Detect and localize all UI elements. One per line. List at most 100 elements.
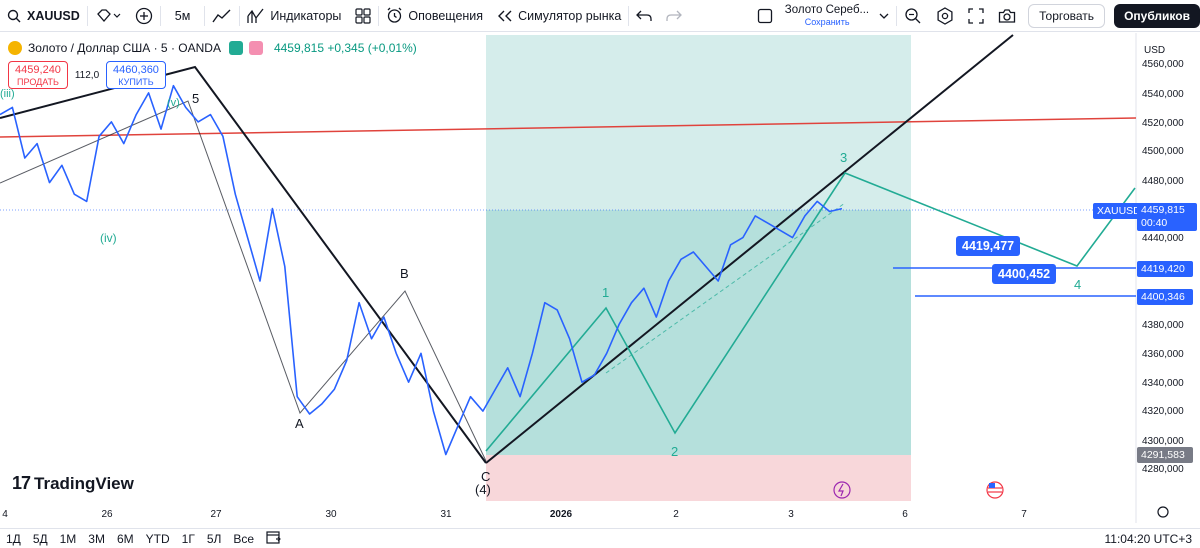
y-tick-label: 4360,000	[1142, 349, 1184, 360]
range-button[interactable]: 1Д	[6, 531, 21, 546]
stop-price-tag[interactable]: 4291,583	[1137, 447, 1193, 463]
impulse-line[interactable]	[0, 65, 487, 464]
tv-logo-icon: 17	[12, 473, 31, 493]
replay-button[interactable]: Симулятор рынка	[490, 0, 628, 32]
layouts-button[interactable]	[348, 0, 378, 32]
range-button[interactable]: 1Г	[181, 531, 195, 546]
undo-button[interactable]	[629, 0, 659, 32]
target-price-tag-2[interactable]: 4400,346	[1137, 289, 1193, 305]
current-price-tag[interactable]: 4459,815 00:40	[1137, 203, 1197, 231]
x-tick-label: 3	[788, 509, 794, 520]
redo-button[interactable]	[659, 0, 689, 32]
legend-title: Золото / Доллар США · 5 · OANDA	[28, 41, 221, 55]
indicator-pink-icon[interactable]	[248, 41, 263, 55]
range-buttons: 1Д 5Д 1М 3М 6М YTD 1Г 5Л Все	[0, 532, 260, 546]
layout-menu[interactable]: Золото Сереб... Сохранить	[750, 0, 896, 32]
bottom-toolbar: 1Д 5Д 1М 3М 6М YTD 1Г 5Л Все 11:04:20 UTC+3	[0, 528, 1200, 548]
undo-icon	[636, 10, 652, 21]
range-button[interactable]: 5Д	[32, 531, 48, 546]
chart-area[interactable]: (iii) (v) 5 (iv) A B C (4) 1 2 3 4 4560,…	[0, 33, 1200, 523]
indicator-teal-icon[interactable]	[228, 41, 243, 55]
symbol-price-tag[interactable]: XAUUSD	[1093, 203, 1145, 219]
current-price-countdown: 00:40	[1141, 217, 1168, 229]
range-button[interactable]: 1М	[59, 531, 77, 546]
alarm-clock-icon	[387, 7, 402, 23]
x-tick-label: 7	[1021, 509, 1027, 520]
loss-zone[interactable]	[486, 455, 911, 501]
indicators-button[interactable]: Индикаторы	[240, 0, 348, 32]
symbol-search[interactable]: XAUUSD	[0, 0, 87, 32]
y-tick-label: 4560,000	[1142, 59, 1184, 70]
y-tick-label: 4480,000	[1142, 176, 1184, 187]
y-tick-label: 4380,000	[1142, 320, 1184, 331]
x-tick-label: 30	[325, 509, 337, 520]
clock-time[interactable]: 11:04:20 UTC+3	[1104, 532, 1193, 546]
target-label-1[interactable]: 4419,477	[956, 236, 1021, 256]
range-button[interactable]: 6М	[116, 531, 134, 546]
x-tick-label: 26	[101, 509, 113, 520]
chart-legend: Золото / Доллар США · 5 · OANDA 4459,815…	[8, 41, 417, 55]
chart-type-button[interactable]	[205, 0, 239, 32]
plus-circle-icon	[135, 7, 152, 24]
top-toolbar: XAUUSD 5м Индикаторы Оповещения Симулято…	[0, 0, 1200, 32]
buy-button[interactable]: 4460,360 КУПИТЬ	[106, 61, 166, 89]
layout-save[interactable]: Сохранить	[804, 16, 850, 27]
range-button[interactable]: 5Л	[206, 531, 222, 546]
x-tick-label: 2	[673, 509, 679, 520]
wave-label-v: (v)	[167, 97, 180, 109]
target-label-2[interactable]: 4400,452	[992, 264, 1057, 284]
search-icon	[7, 9, 21, 22]
add-symbol-button[interactable]	[128, 0, 160, 32]
wave-count-lines[interactable]	[485, 172, 1136, 452]
price-chart[interactable]: (iii) (v) 5 (iv) A B C (4) 1 2 3 4 4560,…	[0, 33, 1200, 523]
snapshot-button[interactable]	[991, 0, 1023, 32]
trade-panel: 4459,240 ПРОДАТЬ 112,0 4460,360 КУПИТЬ	[8, 61, 166, 89]
publish-button[interactable]: Опубликов	[1114, 3, 1200, 28]
interval-button[interactable]: 5м	[174, 8, 191, 23]
wave-thin-lines[interactable]	[0, 100, 487, 462]
date-range-button[interactable]	[260, 530, 288, 547]
buy-price: 4460,360	[113, 64, 159, 76]
tradingview-logo-text: TradingView	[34, 473, 134, 493]
profit-zone[interactable]	[486, 35, 911, 455]
x-axis-labels[interactable]: 4 26 27 30 31 2026 2 3 6 7	[2, 509, 1027, 520]
range-button[interactable]: Все	[233, 531, 255, 546]
y-tick-label: 4500,000	[1142, 146, 1184, 157]
wave-label-b: B	[400, 266, 409, 281]
range-button[interactable]: 3М	[88, 531, 105, 546]
resistance-line[interactable]	[0, 117, 1137, 138]
grid-icon	[355, 7, 372, 24]
wave-label-2: 2	[671, 444, 678, 459]
fullscreen-button[interactable]	[961, 0, 991, 32]
tradingview-logo[interactable]: 17 TradingView	[12, 473, 134, 494]
x-tick-label: 2026	[550, 509, 573, 520]
favorites-button[interactable]	[88, 0, 128, 32]
y-tick-label: 4520,000	[1142, 118, 1184, 129]
camera-icon	[998, 8, 1016, 23]
price-series[interactable]	[0, 84, 843, 456]
x-tick-label: 27	[210, 509, 222, 520]
x-tick-label: 6	[902, 509, 908, 520]
sell-button[interactable]: 4459,240 ПРОДАТЬ	[8, 61, 68, 89]
current-price-value: 4459,815	[1141, 204, 1185, 216]
y-tick-label: 4300,000	[1142, 436, 1184, 447]
lightning-icon[interactable]	[833, 481, 851, 499]
calendar-icon	[266, 531, 281, 544]
y-tick-label: 4540,000	[1142, 89, 1184, 100]
quick-search-button[interactable]	[897, 0, 929, 32]
trade-button[interactable]: Торговать	[1028, 3, 1106, 28]
chevron-down-icon	[879, 13, 889, 19]
settings-button[interactable]	[929, 0, 961, 32]
gear-icon	[937, 6, 953, 25]
search-settings-icon	[905, 7, 921, 23]
divider	[204, 5, 206, 26]
alerts-button[interactable]: Оповещения	[379, 0, 490, 32]
currency-label[interactable]: USD	[1144, 45, 1165, 56]
layout-title-block: Золото Сереб... Сохранить	[785, 4, 869, 28]
range-button[interactable]: YTD	[145, 531, 170, 546]
scale-settings-gear-icon[interactable]	[1157, 506, 1169, 518]
x-tick-label: 4	[2, 509, 8, 520]
uptrend-line[interactable]	[485, 34, 1014, 464]
line-chart-icon	[212, 9, 231, 22]
target-price-tag-1[interactable]: 4419,420	[1137, 261, 1193, 277]
